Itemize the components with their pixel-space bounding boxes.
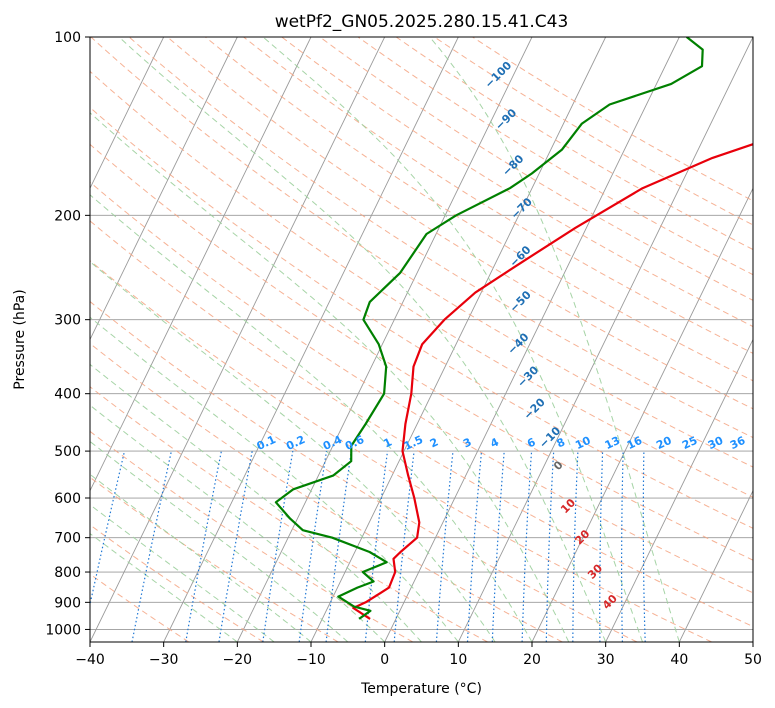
moist-adiabat-line [90, 316, 459, 642]
isotherm-line [384, 37, 680, 642]
isotherm-line [310, 37, 607, 642]
dry-adiabat-line [90, 430, 414, 642]
dry-adiabat-line [205, 37, 753, 382]
dry-adiabat-line [90, 524, 264, 642]
moist-adiabat-line [118, 37, 607, 642]
x-tick-label: 50 [744, 652, 762, 668]
mixing-ratio-label: 10 [573, 434, 593, 452]
data-layer [274, 37, 753, 620]
mixing-ratio-label: 13 [603, 434, 622, 452]
isotherm-line [90, 37, 238, 341]
x-tick-label: −20 [223, 652, 253, 668]
isotherm-line [163, 37, 459, 642]
dry-adiabat-line [90, 106, 753, 529]
y-tick-label: 200 [54, 208, 81, 224]
x-tick-label: 40 [670, 652, 688, 668]
isotherm-line [605, 338, 753, 642]
moist-adiabat-line [90, 532, 238, 642]
y-tick-label: 300 [54, 313, 81, 329]
y-tick-label: 600 [54, 491, 81, 507]
x-tick-label: −10 [296, 652, 326, 668]
x-tick-label: 10 [449, 652, 467, 668]
dry-adiabat-line [281, 37, 753, 328]
grid-layer [90, 37, 753, 642]
mixing-ratio-label: 25 [680, 434, 699, 452]
mixing-ratio-label: 16 [625, 434, 645, 452]
isotherm-line [90, 37, 165, 190]
isotherm-line [678, 489, 753, 642]
dry-adiabat-line [90, 70, 753, 498]
mixing-ratio-line [262, 451, 294, 642]
moist-adiabat-line [90, 363, 422, 642]
moist-adiabat-line [262, 37, 643, 642]
mixing-ratio-label: 36 [728, 434, 748, 452]
mixing-ratio-line [185, 450, 222, 642]
x-tick-label: −30 [149, 652, 179, 668]
x-tick-label: 30 [597, 652, 615, 668]
dewpoint-profile-line [274, 37, 704, 620]
moist-adiabat-line [90, 261, 496, 642]
mixing-ratio-line [218, 450, 253, 642]
isotherm-line [457, 37, 753, 642]
mixing-ratio-line [131, 450, 172, 642]
dry-adiabat-line [243, 37, 753, 354]
dry-adiabat-line [357, 37, 753, 276]
y-tick-label: 100 [54, 30, 81, 46]
isotherm-line [531, 187, 753, 642]
x-tick-label: −40 [75, 652, 105, 668]
y-tick-label: 500 [54, 444, 81, 460]
mixing-ratio-line [325, 451, 352, 642]
moist-adiabat-line [90, 404, 386, 642]
isotherm-line [90, 37, 312, 492]
mixing-ratio-label: 20 [654, 434, 674, 452]
y-axis-label: Pressure (hPa) [12, 289, 28, 389]
x-tick-label: 0 [380, 652, 389, 668]
x-axis-label: Temperature (°C) [360, 681, 482, 697]
dry-adiabat-line [90, 260, 712, 642]
dry-adiabat-line [90, 143, 753, 561]
moist-adiabat-line [429, 37, 680, 642]
dry-adiabat-line [128, 37, 753, 439]
y-tick-label: 700 [54, 531, 81, 547]
x-tick-label: 20 [523, 652, 541, 668]
mixing-ratio-line [298, 451, 328, 642]
y-tick-label: 400 [54, 387, 81, 403]
y-tick-label: 800 [54, 565, 81, 581]
dry-adiabat-line [166, 37, 753, 410]
chart-title: wetPf2_GN05.2025.280.15.41.C43 [275, 12, 569, 32]
temperature-profile-line [352, 143, 753, 620]
mixing-ratio-label: 30 [706, 434, 726, 452]
axis-layer: −40 −30 −20 −10 0 10 20 30 40 50 100 200 300 400 500 60… [45, 30, 762, 668]
mixing-ratio-line [364, 451, 389, 642]
y-tick-label: 1000 [45, 622, 81, 638]
y-tick-label: 900 [54, 595, 81, 611]
plot-frame [89, 36, 754, 643]
isotherm-line [90, 37, 386, 642]
dry-adiabat-line [90, 386, 488, 642]
isotherm-line [236, 37, 533, 642]
dry-adiabat-line [319, 37, 753, 301]
dry-adiabat-line [90, 37, 753, 468]
moist-adiabat-line [90, 440, 349, 642]
dry-adiabat-line [90, 300, 638, 642]
dry-adiabat-line [90, 220, 753, 628]
